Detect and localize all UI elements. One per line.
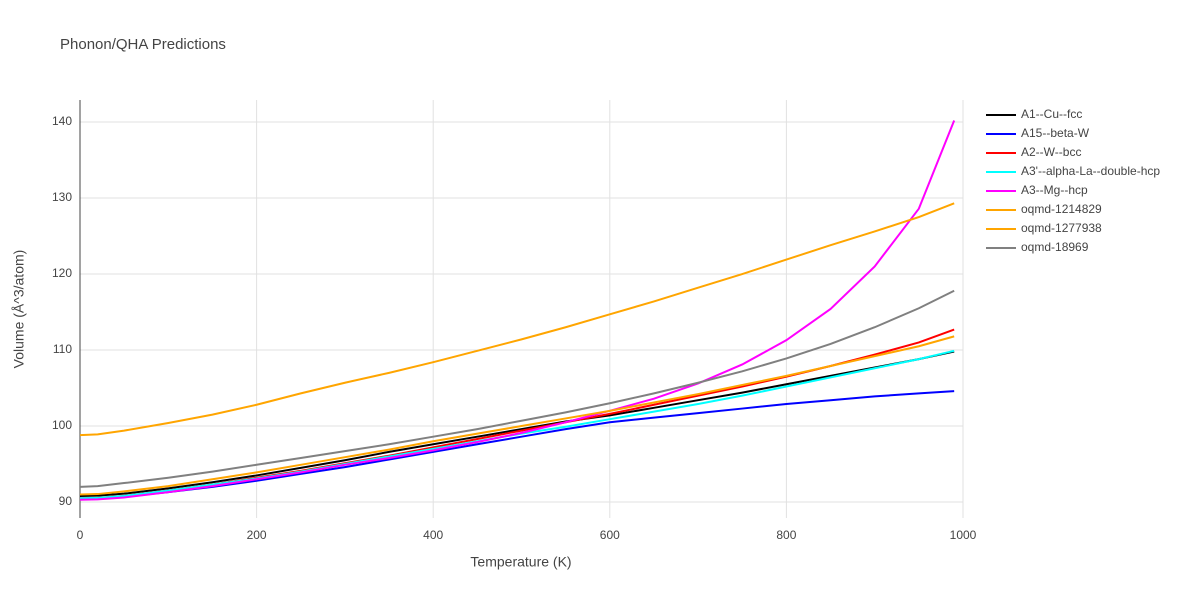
legend-label: oqmd-1277938 bbox=[1021, 221, 1102, 235]
legend-label: A1--Cu--fcc bbox=[1021, 107, 1082, 121]
x-axis-title: Temperature (K) bbox=[470, 554, 571, 570]
series-line bbox=[79, 120, 956, 501]
y-tick-label: 100 bbox=[52, 418, 72, 432]
x-tick-label: 0 bbox=[77, 528, 84, 542]
legend-label: A3--Mg--hcp bbox=[1021, 183, 1088, 197]
y-tick-label: 140 bbox=[52, 114, 72, 128]
y-tick-label: 120 bbox=[52, 266, 72, 280]
legend-label: A15--beta-W bbox=[1021, 126, 1090, 140]
legend-label: A2--W--bcc bbox=[1021, 145, 1081, 159]
legend-label: oqmd-1214829 bbox=[1021, 202, 1102, 216]
x-tick-label: 800 bbox=[776, 528, 796, 542]
x-tick-label: 1000 bbox=[950, 528, 977, 542]
legend: A1--Cu--fcc A15--beta-W A2--W--bcc A3'--alp… bbox=[986, 107, 1160, 254]
x-tick-label: 600 bbox=[600, 528, 620, 542]
y-axis-title: Volume (Å^3/atom) bbox=[11, 250, 27, 369]
series-line bbox=[79, 202, 955, 437]
y-tick-label: 90 bbox=[59, 494, 73, 508]
legend-label: oqmd-18969 bbox=[1021, 240, 1089, 254]
lines-layer bbox=[79, 120, 956, 501]
y-tick-label: 130 bbox=[52, 190, 72, 204]
chart-title: Phonon/QHA Predictions bbox=[60, 36, 226, 53]
x-tick-label: 400 bbox=[423, 528, 443, 542]
series-line bbox=[79, 350, 955, 497]
grid-layer: 0 200 400 600 800 1000 90 100 110 120 130 140 bbox=[52, 100, 977, 542]
series-line bbox=[79, 289, 955, 488]
legend-label: A3'--alpha-La--double-hcp bbox=[1021, 164, 1160, 178]
y-tick-label: 110 bbox=[53, 342, 72, 356]
series-line bbox=[79, 335, 955, 496]
x-tick-label: 200 bbox=[247, 528, 267, 542]
